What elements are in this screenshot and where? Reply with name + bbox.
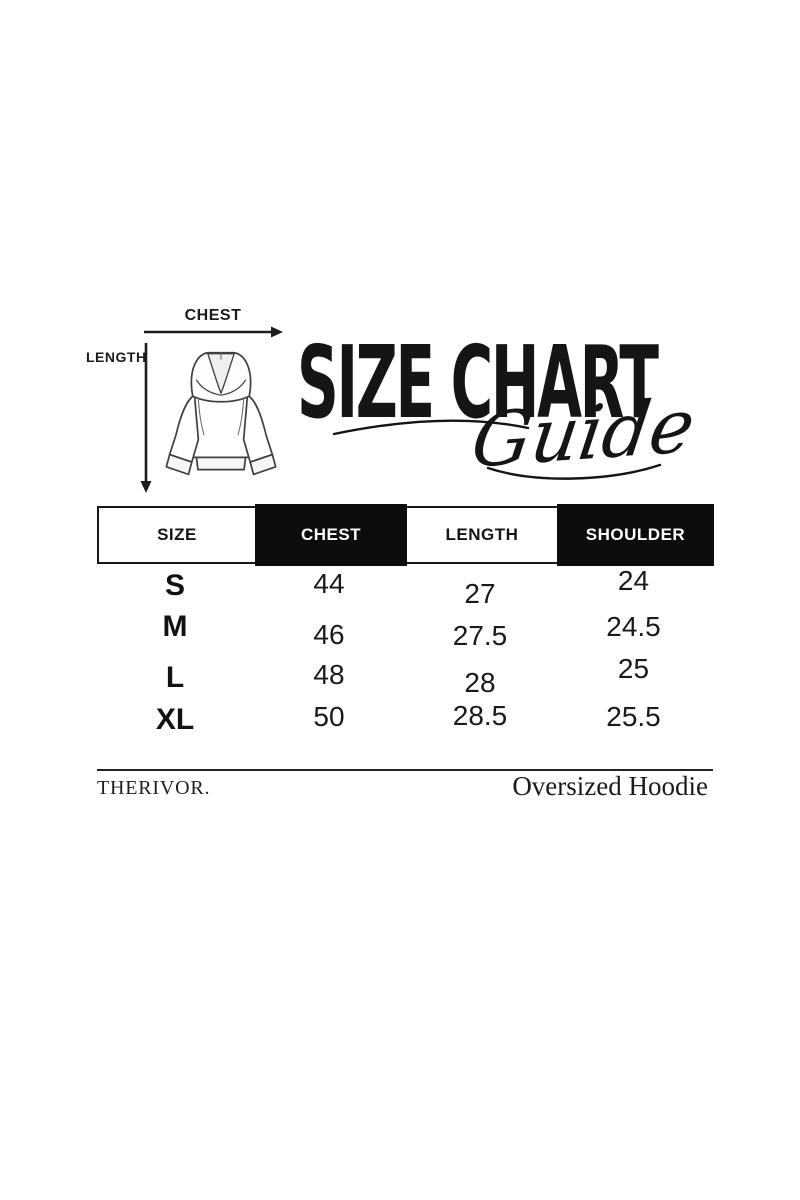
- script-underline-swash-icon: [486, 463, 662, 480]
- cell-shoulder: 24: [617, 565, 650, 596]
- size-table-header: SIZE CHEST LENGTH SHOULDER: [97, 504, 714, 566]
- cell-chest: 46: [313, 619, 345, 650]
- cell-chest: 48: [313, 659, 345, 690]
- title-size-chart: SIZE CHART: [297, 333, 800, 433]
- cell-size: XL: [155, 703, 195, 736]
- chest-measure-label: CHEST: [184, 307, 242, 324]
- cell-length: 28.5: [452, 700, 508, 731]
- cell-size: L: [165, 661, 185, 694]
- cell-size: S: [164, 569, 185, 602]
- hoodie-illustration: [165, 351, 277, 476]
- header-cell-length: LENGTH: [445, 525, 519, 544]
- size-table-body: S 44 27 24 M 46 27.5 24.5 L 48 28 25 XL …: [97, 565, 712, 742]
- table-row-s: S 44 27 24: [97, 565, 712, 610]
- footer-divider: [97, 769, 713, 771]
- cell-shoulder: 25.5: [606, 701, 661, 732]
- cell-shoulder: 24.5: [606, 611, 661, 642]
- brand-name: THERIVOR.: [97, 777, 211, 799]
- cell-length: 27.5: [452, 620, 508, 651]
- size-table: SIZE CHEST LENGTH SHOULDER S 44 27 24 M …: [97, 504, 714, 742]
- header-cell-size: SIZE: [157, 525, 197, 544]
- cell-length: 27: [464, 578, 496, 609]
- length-arrow-icon: [140, 343, 152, 493]
- header-cell-chest: CHEST: [255, 504, 407, 566]
- script-swash-icon: [332, 419, 530, 436]
- cell-size: M: [162, 610, 188, 643]
- header-cell-shoulder: SHOULDER: [557, 504, 714, 566]
- table-row-m: M 46 27.5 24.5: [97, 610, 712, 654]
- title-size-chart-text: SIZE CHART: [297, 324, 659, 441]
- cell-chest: 50: [313, 701, 345, 732]
- length-measure-label: LENGTH: [86, 349, 147, 365]
- cell-shoulder: 25: [617, 653, 650, 684]
- chest-arrow-icon: [144, 326, 283, 338]
- table-row-xl: XL 50 28.5 25.5: [97, 698, 712, 742]
- table-row-l: L 48 28 25: [97, 653, 712, 698]
- product-name: Oversized Hoodie: [512, 771, 708, 801]
- cell-length: 28: [464, 667, 496, 698]
- cell-chest: 44: [313, 568, 345, 599]
